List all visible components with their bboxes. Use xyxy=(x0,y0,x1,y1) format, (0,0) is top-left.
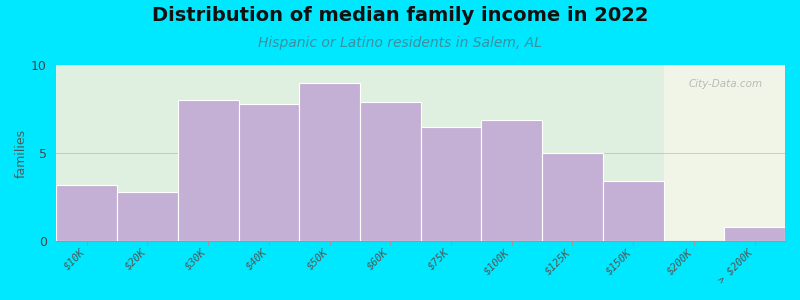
Bar xyxy=(178,100,238,242)
Bar xyxy=(299,82,360,242)
Text: Distribution of median family income in 2022: Distribution of median family income in … xyxy=(152,6,648,25)
Bar xyxy=(421,127,482,242)
Bar xyxy=(603,182,663,242)
Y-axis label: families: families xyxy=(15,129,28,178)
Bar xyxy=(56,185,117,242)
Bar xyxy=(360,102,421,242)
Bar xyxy=(724,227,785,242)
Text: Hispanic or Latino residents in Salem, AL: Hispanic or Latino residents in Salem, A… xyxy=(258,36,542,50)
Bar xyxy=(117,192,178,242)
Bar xyxy=(482,120,542,242)
Bar xyxy=(238,104,299,242)
Bar xyxy=(56,65,663,242)
Text: City-Data.com: City-Data.com xyxy=(689,79,763,89)
Bar xyxy=(542,153,603,242)
